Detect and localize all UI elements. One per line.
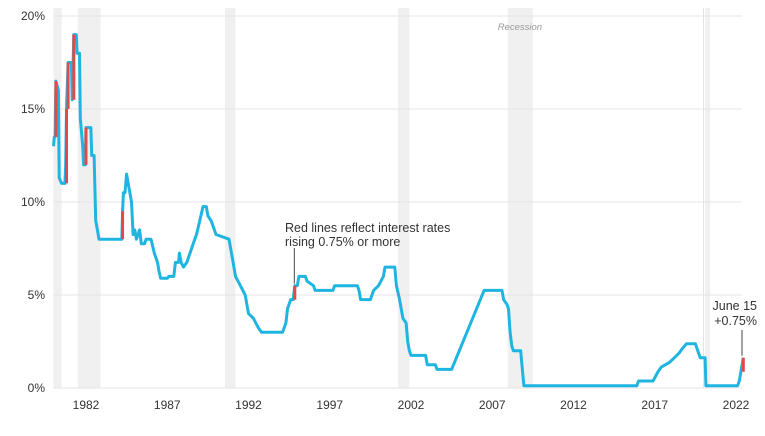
x-tick-label: 1997 [316,398,343,412]
y-tick-label: 20% [21,9,45,23]
y-tick-label: 0% [28,381,46,395]
x-tick-label: 2012 [560,398,587,412]
x-axis-labels: 1982 1987 1992 1997 2002 2007 2012 2017 2022 [73,398,750,412]
x-tick-label: 2007 [479,398,506,412]
recession-band [705,8,711,388]
recession-band [507,8,533,388]
recession-band [224,8,236,388]
annotation-text: Red lines reflect interest rates [285,221,450,235]
y-tick-label: 5% [28,288,46,302]
rate-lines [52,33,745,388]
recession-band [53,8,62,388]
rate-line [52,33,745,388]
x-tick-label: 2022 [723,398,750,412]
y-tick-label: 15% [21,102,45,116]
annotation-text: +0.75% [714,314,757,328]
annotation-text: June 15 [713,299,758,313]
annotation-text: rising 0.75% or more [285,235,400,249]
recession-label: Recession [498,22,542,33]
x-tick-label: 2017 [641,398,668,412]
x-tick-label: 2002 [398,398,425,412]
recession-band [77,8,101,388]
recession-bands [53,8,711,388]
gridlines [53,8,742,389]
y-axis-labels: 0% 5% 10% 15% 20% [21,9,45,395]
recession-band [398,8,410,388]
x-tick-label: 1992 [235,398,262,412]
x-tick-label: 1987 [154,398,181,412]
y-tick-label: 10% [21,195,45,209]
x-tick-label: 1982 [73,398,100,412]
